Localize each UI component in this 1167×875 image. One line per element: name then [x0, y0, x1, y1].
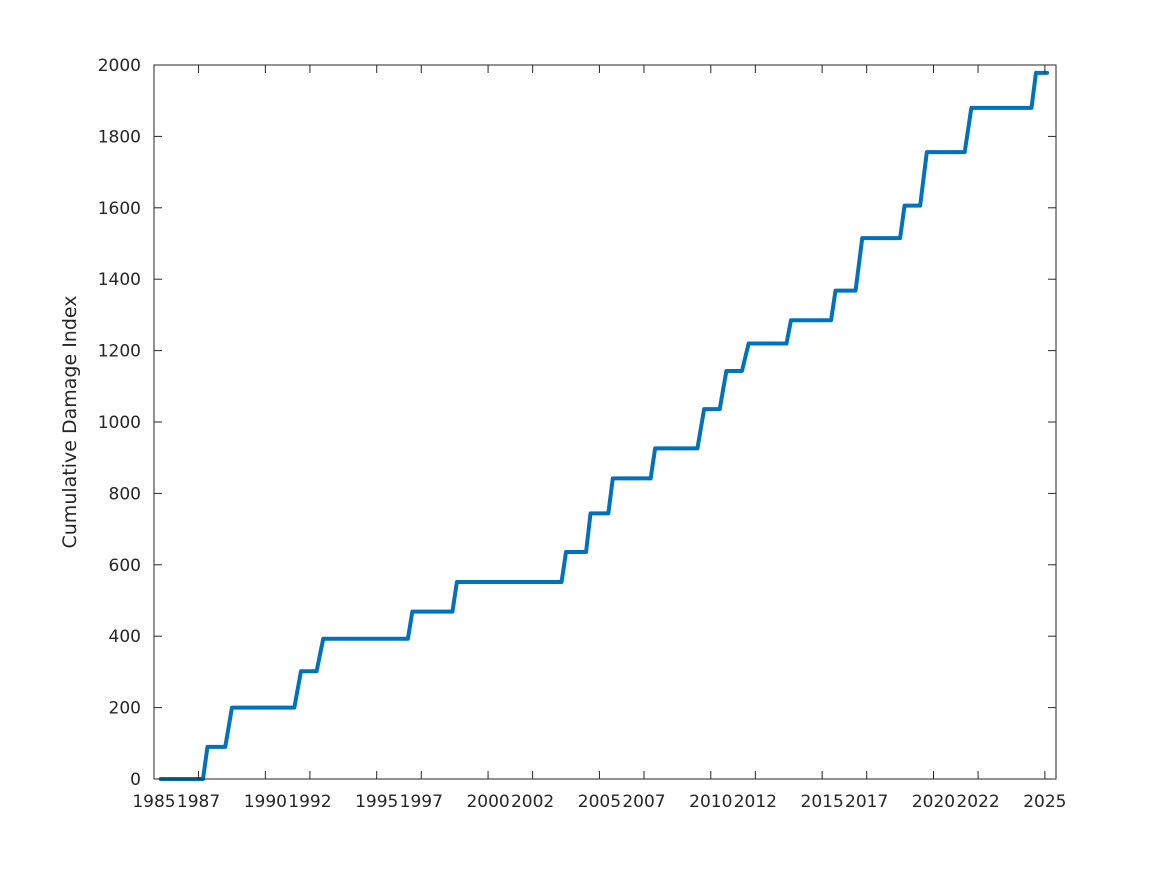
- x-tick-label: 2025: [1023, 792, 1066, 812]
- x-tick-label: 2015: [801, 792, 844, 812]
- y-tick-label: 800: [109, 484, 141, 504]
- x-tick-label: 2020: [912, 792, 955, 812]
- x-tick-label: 1995: [355, 792, 398, 812]
- x-tick-label: 2005: [578, 792, 621, 812]
- series-layer: [158, 70, 1050, 781]
- y-tick-label: 1000: [98, 413, 141, 433]
- x-tick-label: 2000: [466, 792, 509, 812]
- y-tick-label: 2000: [98, 56, 141, 76]
- y-tick-label: 1200: [98, 342, 141, 362]
- y-axis-ticks: 0 200 400 600 800 1000 1200 1400 1600 1800 2000: [98, 56, 1056, 790]
- series-line-0: [158, 70, 1050, 781]
- x-tick-label: 2017: [845, 792, 888, 812]
- plot-frame: [153, 64, 1057, 780]
- x-tick-label: 2012: [734, 792, 777, 812]
- y-tick-label: 400: [109, 627, 141, 647]
- y-tick-label: 600: [109, 556, 141, 576]
- y-tick-label: 1400: [98, 270, 141, 290]
- x-axis-ticks: 1985 1987 1990 1992 1995 1997 2000 2002 2005 2007…: [132, 65, 1066, 812]
- x-tick-label: 1992: [288, 792, 331, 812]
- plot-area: [154, 65, 1056, 779]
- y-tick-label: 0: [130, 770, 141, 790]
- x-tick-label: 2022: [956, 792, 999, 812]
- x-tick-label: 1997: [400, 792, 443, 812]
- x-tick-label: 2007: [622, 792, 665, 812]
- y-tick-label: 1600: [98, 199, 141, 219]
- y-axis-label: Cumulative Damage Index: [59, 295, 81, 548]
- x-tick-label: 2002: [511, 792, 554, 812]
- x-tick-label: 2010: [689, 792, 732, 812]
- x-tick-label: 1987: [177, 792, 220, 812]
- y-tick-label: 1800: [98, 127, 141, 147]
- x-tick-label: 1990: [244, 792, 287, 812]
- y-tick-label: 200: [109, 699, 141, 719]
- x-tick-label: 1985: [132, 792, 175, 812]
